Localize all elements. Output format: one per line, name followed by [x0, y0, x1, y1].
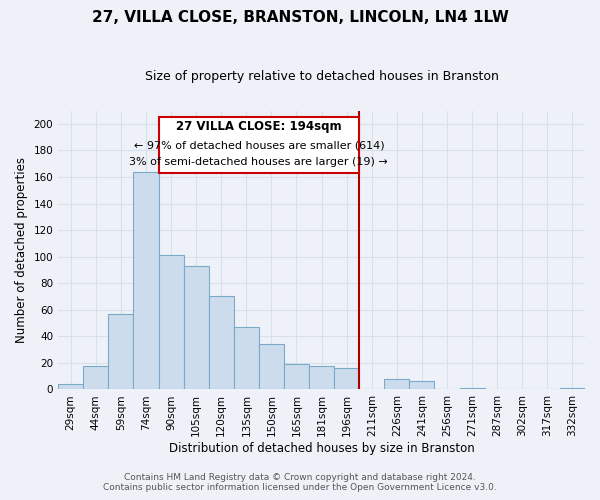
Text: 3% of semi-detached houses are larger (19) →: 3% of semi-detached houses are larger (1… — [130, 158, 388, 168]
Bar — [58, 384, 83, 390]
Text: ← 97% of detached houses are smaller (614): ← 97% of detached houses are smaller (61… — [134, 140, 384, 150]
Title: Size of property relative to detached houses in Branston: Size of property relative to detached ho… — [145, 70, 499, 83]
Bar — [83, 366, 109, 390]
Bar — [133, 172, 158, 390]
Bar — [560, 388, 585, 390]
Bar — [234, 327, 259, 390]
Y-axis label: Number of detached properties: Number of detached properties — [15, 157, 28, 343]
Text: 27 VILLA CLOSE: 194sqm: 27 VILLA CLOSE: 194sqm — [176, 120, 341, 133]
Bar — [460, 388, 485, 390]
Bar — [109, 314, 133, 390]
FancyBboxPatch shape — [158, 117, 359, 173]
Bar — [385, 379, 409, 390]
Text: Contains HM Land Registry data © Crown copyright and database right 2024.
Contai: Contains HM Land Registry data © Crown c… — [103, 473, 497, 492]
X-axis label: Distribution of detached houses by size in Branston: Distribution of detached houses by size … — [169, 442, 475, 455]
Text: 27, VILLA CLOSE, BRANSTON, LINCOLN, LN4 1LW: 27, VILLA CLOSE, BRANSTON, LINCOLN, LN4 … — [92, 10, 508, 25]
Bar — [158, 256, 184, 390]
Bar — [309, 366, 334, 390]
Bar — [259, 344, 284, 390]
Bar — [209, 296, 234, 390]
Bar — [284, 364, 309, 390]
Bar — [184, 266, 209, 390]
Bar — [334, 368, 359, 390]
Bar — [409, 382, 434, 390]
